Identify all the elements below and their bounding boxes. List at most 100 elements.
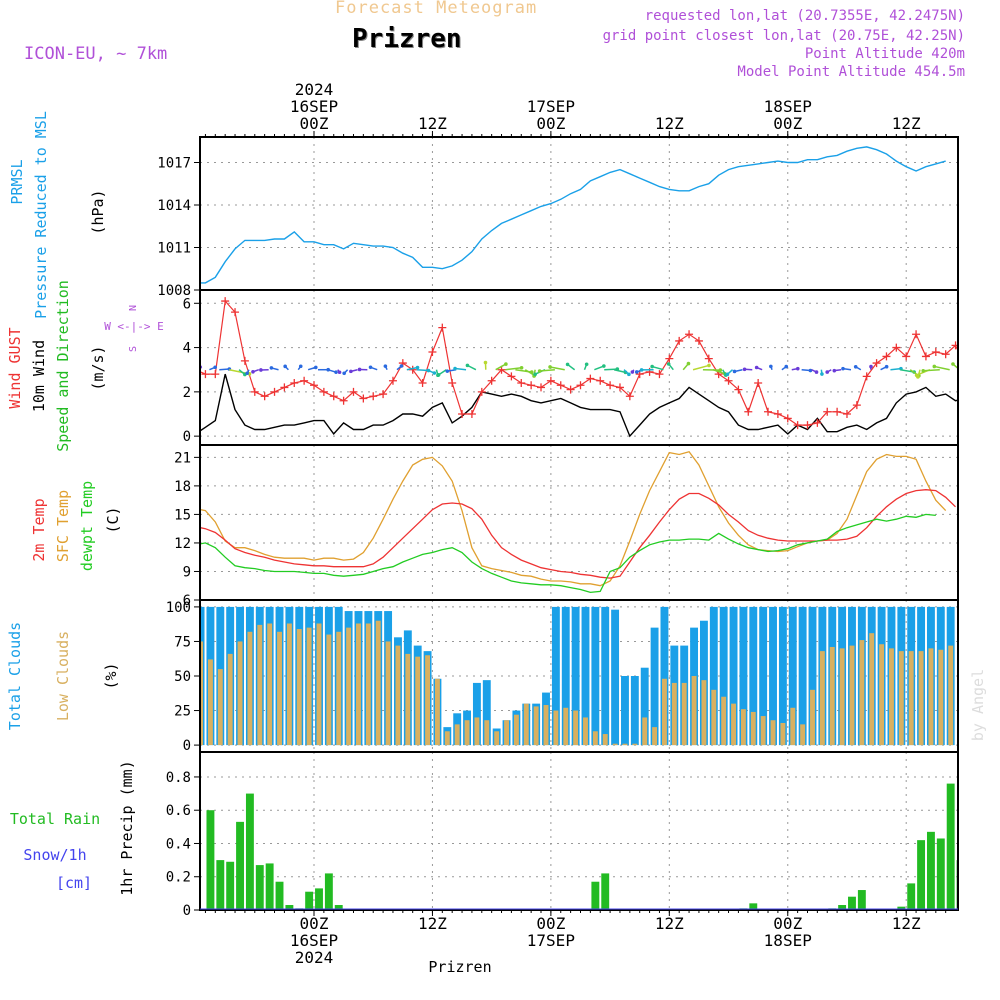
low-cloud-bar <box>553 710 559 746</box>
wind-arrowhead <box>769 364 773 369</box>
bottom-time-label: 18SEP <box>764 931 812 950</box>
low-cloud-bar <box>356 623 361 746</box>
y-tick-label: 1017 <box>157 156 191 172</box>
low-cloud-bar <box>849 645 855 746</box>
total-cloud-bar <box>739 606 748 746</box>
low-cloud-bar <box>375 620 381 746</box>
total-cloud-bar <box>551 606 560 746</box>
wind-arrowhead <box>269 366 274 370</box>
point-altitude: Point Altitude 420m <box>804 46 965 62</box>
gust-point <box>448 379 457 387</box>
panel-frame <box>199 751 959 911</box>
rain-bar <box>857 890 866 909</box>
low-cloud-bar <box>671 682 677 746</box>
y-tick-label: 1008 <box>157 283 191 299</box>
gust-point <box>477 387 486 396</box>
wind-arrowhead <box>725 372 730 377</box>
rain-bar <box>265 863 274 909</box>
low-cloud-bar <box>415 656 421 746</box>
wind-arrowhead <box>666 362 671 366</box>
gust-point <box>724 376 733 385</box>
y-tick-label: 0 <box>183 738 191 754</box>
temp-title-sfc: SFC Temp <box>54 490 72 562</box>
gust-point <box>704 354 713 363</box>
gust-point <box>280 383 289 392</box>
gust-point <box>931 348 940 356</box>
wind-arrowhead <box>213 365 217 370</box>
gust-point <box>685 330 694 339</box>
wind-arrowhead <box>201 365 203 369</box>
wind-arrowhead <box>630 370 635 374</box>
total-cloud-bar <box>650 627 659 746</box>
bottom-time-label: 00Z <box>300 914 329 933</box>
low-cloud-bar <box>770 720 776 746</box>
gust-point <box>675 336 684 345</box>
top-time-label: 00Z <box>536 114 565 133</box>
rain-bar <box>848 896 856 909</box>
bottom-time-label: 16SEP <box>290 931 338 950</box>
low-cloud-bar <box>918 651 924 746</box>
wind-arrow <box>651 365 664 371</box>
low-cloud-bar <box>691 676 697 746</box>
wind-title-10m: 10m Wind <box>30 340 48 412</box>
model-label: ICON-EU, ~ 7km <box>24 44 168 64</box>
wind-arrowhead <box>483 360 488 365</box>
low-cloud-bar <box>533 706 539 746</box>
top-time-label: 16SEP <box>290 97 338 116</box>
y-tick-label: 100 <box>166 600 191 616</box>
total-cloud-bar <box>759 606 768 746</box>
gust-point <box>803 421 812 430</box>
low-cloud-bar <box>306 627 312 746</box>
gust-point <box>290 379 299 387</box>
wind-arrow <box>613 368 626 374</box>
gust-point <box>388 376 397 385</box>
top-time-label: 12Z <box>892 114 921 133</box>
wind-arrowhead <box>627 372 631 377</box>
grid-point-coords: grid point closest lon,lat (20.75E, 42.2… <box>602 28 965 44</box>
low-cloud-bar <box>642 717 648 746</box>
precip-title-snow: Snow/1h <box>23 846 86 864</box>
temp-title-dewpt: dewpt Temp <box>78 481 96 571</box>
y-tick-label: 0.8 <box>166 770 191 786</box>
wind-arrowhead <box>415 365 420 370</box>
rain-bar <box>749 903 758 909</box>
precip-title-cm: [cm] <box>56 874 92 892</box>
wind-arrow <box>454 367 467 371</box>
gust-point <box>537 383 546 392</box>
rain-bar <box>956 860 957 909</box>
low-cloud-bar <box>829 646 835 746</box>
rain-bar <box>236 821 244 909</box>
total-cloud-bar <box>719 606 728 746</box>
gust-point <box>882 352 891 361</box>
low-cloud-bar <box>760 716 766 746</box>
top-time-label: 00Z <box>773 114 802 133</box>
y-tick-label: 75 <box>174 634 191 650</box>
low-cloud-bar <box>652 727 658 746</box>
requested-coords: requested lon,lat (20.7355E, 42.2475N) <box>644 8 965 24</box>
low-cloud-bar <box>800 724 806 746</box>
low-cloud-bar <box>819 651 825 746</box>
gust-point <box>951 341 957 350</box>
gust-point <box>912 330 921 339</box>
low-cloud-bar <box>201 641 204 746</box>
wind-arrowhead <box>742 367 747 372</box>
model-altitude: Model Point Altitude 454.5m <box>737 64 965 80</box>
wind-arrowhead <box>283 364 287 369</box>
y-tick-label: 50 <box>174 669 191 685</box>
rain-bar <box>216 860 225 909</box>
panel-precip: 0 0.2 0.4 0.6 0.8 <box>166 751 959 919</box>
rain-bar <box>838 905 847 909</box>
wind-arrowhead <box>951 362 955 366</box>
low-cloud-bar <box>701 680 707 746</box>
gust-point <box>300 376 309 385</box>
pressure-ylabel: (hPa) <box>89 189 107 234</box>
gust-point <box>250 387 259 396</box>
low-cloud-bar <box>523 703 529 746</box>
gust-point <box>438 323 447 332</box>
low-cloud-bar <box>928 648 934 746</box>
low-cloud-bar <box>583 717 588 746</box>
y-tick-label: 21 <box>174 450 191 466</box>
gust-point <box>655 370 664 379</box>
wind-arrowhead <box>686 361 691 366</box>
low-cloud-bar <box>267 623 273 746</box>
